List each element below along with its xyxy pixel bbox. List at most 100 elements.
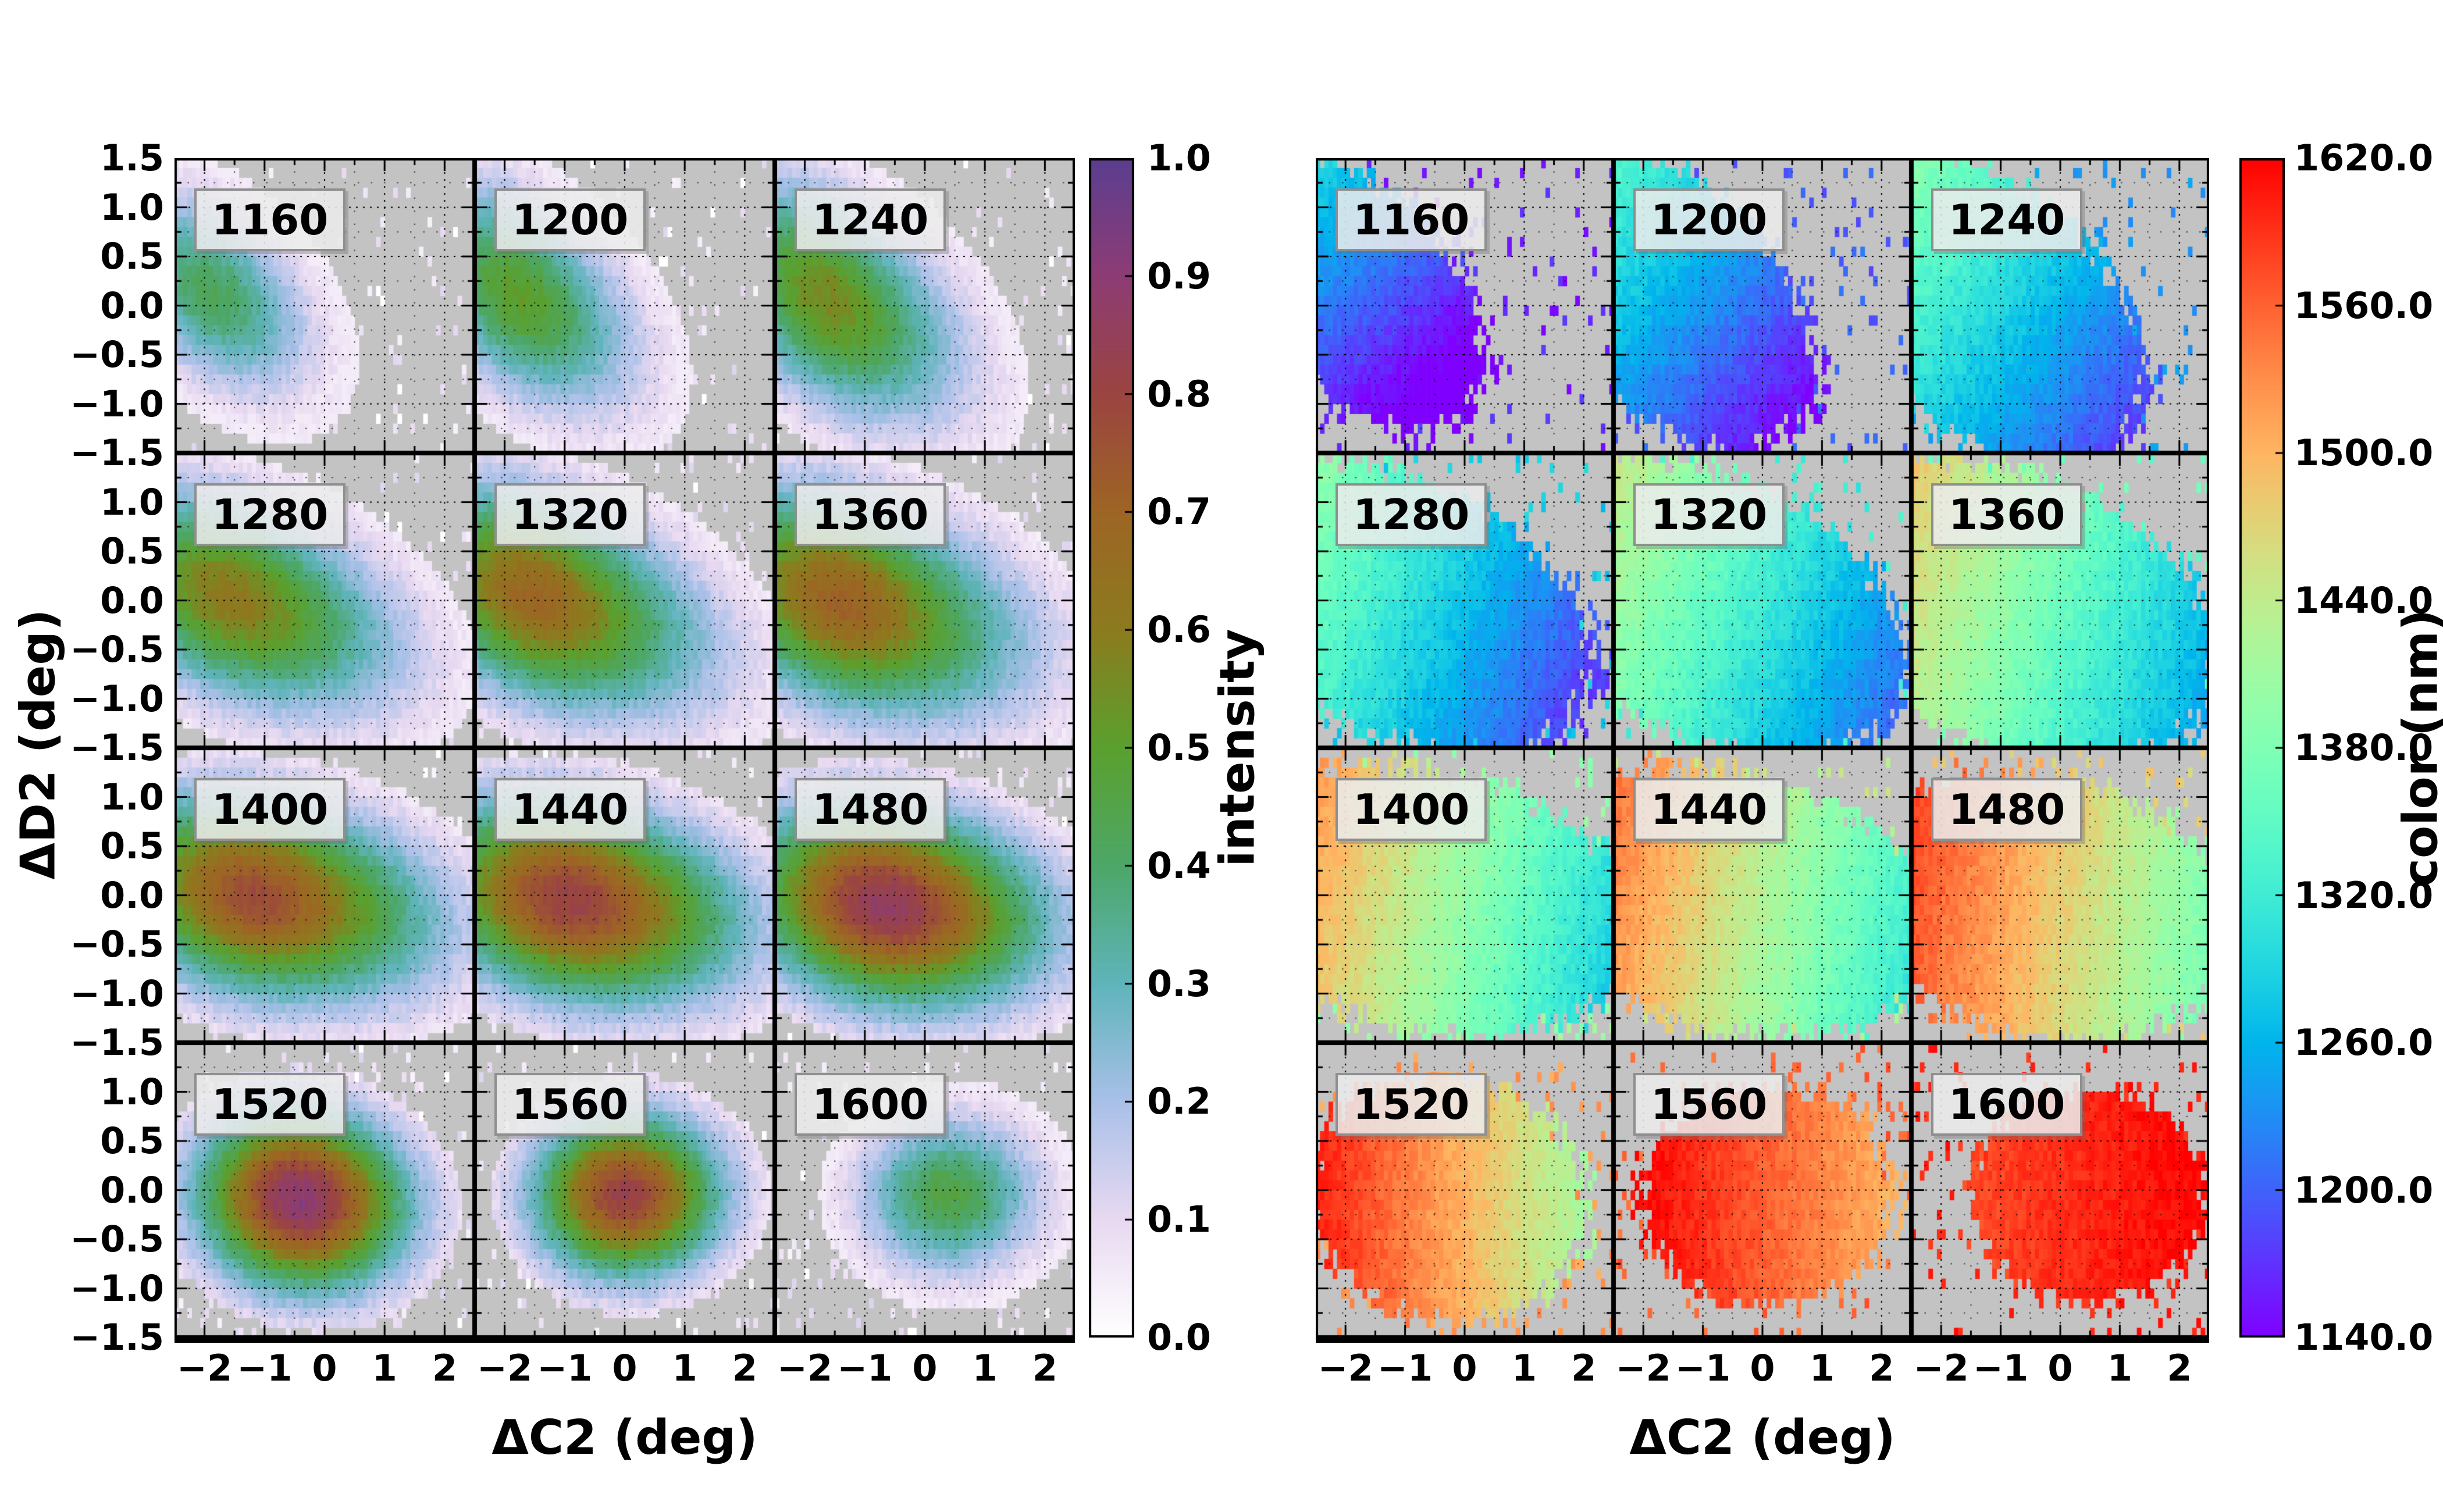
color-colorbar-tick-label: 1620.0	[2294, 137, 2434, 179]
panel-label-left-1560: 1560	[494, 1073, 646, 1136]
x-tick-label: 1	[672, 1347, 697, 1389]
panel-label-right-1280: 1280	[1336, 483, 1487, 546]
y-tick-label: 1.5	[100, 137, 164, 179]
panel-label-left-1280: 1280	[194, 483, 346, 546]
y-tick-label: 0.5	[100, 530, 164, 572]
x-tick-label: 0	[312, 1347, 337, 1389]
y-tick-label: −1.5	[70, 726, 164, 769]
x-tick-label: 2	[2167, 1347, 2192, 1389]
x-tick-label: −1	[837, 1347, 893, 1389]
x-tick-label: 1	[372, 1347, 397, 1389]
intensity-colorbar-tick-label: 0.9	[1147, 254, 1211, 297]
panel-label-right-1240: 1240	[1931, 188, 2083, 251]
y-tick-label: 1.0	[100, 1070, 164, 1113]
y-tick-label: −1.0	[70, 1267, 164, 1310]
x-tick-label: 2	[1032, 1347, 1057, 1389]
intensity-colorbar-tick-label: 0.7	[1147, 490, 1211, 533]
color-colorbar	[2239, 158, 2285, 1338]
x-tick-label: −1	[1675, 1347, 1731, 1389]
x-tick-label: −1	[1377, 1347, 1433, 1389]
intensity-colorbar-tick-label: 0.4	[1147, 844, 1211, 887]
x-tick-label: 2	[1869, 1347, 1894, 1389]
intensity-colorbar-tick-label: 1.0	[1147, 137, 1211, 179]
x-tick-label: −1	[237, 1347, 293, 1389]
x-tick-label: −2	[1317, 1347, 1373, 1389]
y-tick-label: −0.5	[70, 628, 164, 671]
x-tick-label: 2	[1571, 1347, 1597, 1389]
color-colorbar-tick-label: 1140.0	[2294, 1316, 2434, 1358]
color-colorbar-tick-label: 1200.0	[2294, 1168, 2434, 1211]
color-colorbar-tick-label: 1440.0	[2294, 579, 2434, 622]
panel-label-left-1480: 1480	[795, 778, 946, 841]
x-tick-label: 0	[612, 1347, 638, 1389]
x-tick-label: 1	[972, 1347, 998, 1389]
y-tick-label: −1.5	[70, 1316, 164, 1358]
x-tick-label: 0	[912, 1347, 938, 1389]
x-tick-label: −2	[477, 1347, 533, 1389]
panel-label-right-1520: 1520	[1336, 1073, 1487, 1136]
y-tick-label: 0.0	[100, 873, 164, 917]
panel-label-right-1360: 1360	[1931, 483, 2083, 546]
x-tick-label: −2	[177, 1347, 233, 1389]
y-tick-label: 0.5	[100, 825, 164, 867]
x-tick-label: 2	[732, 1347, 757, 1389]
panel-label-left-1520: 1520	[194, 1073, 346, 1136]
panel-label-left-1360: 1360	[795, 483, 946, 546]
panel-label-right-1440: 1440	[1633, 778, 1785, 841]
panel-label-right-1160: 1160	[1336, 188, 1487, 251]
x-axis-label-right: ΔC2 (deg)	[1629, 1410, 1896, 1465]
y-tick-label: −1.0	[70, 382, 164, 425]
y-tick-label: −1.0	[70, 677, 164, 720]
y-tick-label: 0.5	[100, 235, 164, 277]
y-tick-label: 0.0	[100, 284, 164, 327]
x-tick-label: 0	[1452, 1347, 1477, 1389]
x-tick-label: 2	[432, 1347, 457, 1389]
panel-label-left-1600: 1600	[795, 1073, 946, 1136]
panel-label-right-1560: 1560	[1633, 1073, 1785, 1136]
intensity-colorbar-tick-label: 0.5	[1147, 726, 1211, 769]
intensity-figure: 1160 1200 1240 1280 1320 1360 1400 1440 1480 1520…	[174, 158, 1075, 1343]
x-tick-label: −2	[1615, 1347, 1671, 1389]
panel-label-right-1400: 1400	[1336, 778, 1487, 841]
intensity-colorbar-tick-label: 0.8	[1147, 372, 1211, 415]
y-tick-label: 1.0	[100, 775, 164, 818]
color-colorbar-tick-label: 1560.0	[2294, 284, 2434, 327]
panel-label-left-1240: 1240	[795, 188, 946, 251]
intensity-colorbar-tick-label: 0.0	[1147, 1316, 1211, 1358]
x-tick-label: 1	[1511, 1347, 1537, 1389]
x-tick-label: −2	[1913, 1347, 1969, 1389]
y-tick-label: 0.0	[100, 1168, 164, 1211]
panel-label-right-1320: 1320	[1633, 483, 1785, 546]
panel-label-right-1480: 1480	[1931, 778, 2083, 841]
y-tick-label: −0.5	[70, 333, 164, 376]
y-tick-label: 0.0	[100, 579, 164, 622]
intensity-colorbar-tick-label: 0.1	[1147, 1198, 1211, 1241]
x-axis-label-left: ΔC2 (deg)	[492, 1410, 758, 1465]
y-tick-label: 1.0	[100, 186, 164, 229]
x-tick-label: 0	[1750, 1347, 1775, 1389]
x-tick-label: −1	[537, 1347, 593, 1389]
x-tick-label: 0	[2047, 1347, 2073, 1389]
intensity-colorbar	[1089, 158, 1134, 1338]
intensity-colorbar-tick-label: 0.6	[1147, 608, 1211, 651]
y-tick-label: −0.5	[70, 1218, 164, 1260]
y-tick-label: −1.0	[70, 972, 164, 1015]
intensity-colorbar-tick-label: 0.2	[1147, 1080, 1211, 1123]
color-colorbar-tick-label: 1260.0	[2294, 1021, 2434, 1064]
panel-label-left-1320: 1320	[494, 483, 646, 546]
x-tick-label: −1	[1973, 1347, 2029, 1389]
y-tick-label: 0.5	[100, 1119, 164, 1162]
color-colorbar-tick-label: 1380.0	[2294, 726, 2434, 769]
panel-label-left-1440: 1440	[494, 778, 646, 841]
x-tick-label: 1	[1809, 1347, 1835, 1389]
x-tick-label: −2	[777, 1347, 833, 1389]
intensity-colorbar-tick-label: 0.3	[1147, 962, 1211, 1005]
panel-label-right-1200: 1200	[1633, 188, 1785, 251]
color-colorbar-tick-label: 1320.0	[2294, 873, 2434, 917]
panel-label-left-1400: 1400	[194, 778, 346, 841]
color-colorbar-tick-label: 1500.0	[2294, 432, 2434, 474]
intensity-colorbar-label: intensity	[1210, 629, 1266, 867]
panel-label-right-1600: 1600	[1931, 1073, 2083, 1136]
color-figure: 1160 1200 1240 1280 1320 1360 1400 1440 1480 1520…	[1316, 158, 2209, 1343]
